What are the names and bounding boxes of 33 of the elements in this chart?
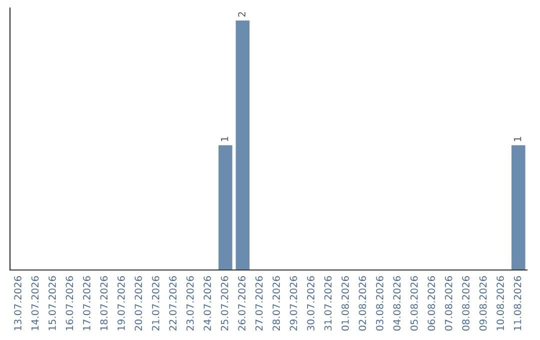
x-tick-label: 21.07.2026 <box>152 276 160 331</box>
x-tick-label: 01.08.2026 <box>342 276 349 331</box>
data-label: 2 <box>238 12 246 17</box>
x-tick-label: 19.07.2026 <box>117 276 125 330</box>
x-tick-label: 30.07.2026 <box>307 276 314 330</box>
x-tick-label: 28.07.2026 <box>272 276 280 331</box>
x-tick-label: 06.08.2026 <box>428 276 436 331</box>
x-tick-label: 13.07.2026 <box>14 276 22 330</box>
x-tick-label: 25.07.2026 <box>220 276 228 331</box>
x-tick-label: 02.08.2026 <box>358 276 366 331</box>
x-tick-label: 16.07.2026 <box>66 276 74 330</box>
x-tick-label: 09.08.2026 <box>479 276 487 331</box>
data-label: 1 <box>514 136 522 142</box>
x-tick-label: 10.08.2026 <box>496 276 504 330</box>
x-tick-label: 22.07.2026 <box>169 276 177 331</box>
x-tick-label: 20.07.2026 <box>134 276 142 331</box>
x-tick-label: 17.07.2026 <box>83 276 90 330</box>
x-tick-label: 31.07.2026 <box>324 276 332 330</box>
x-tick-label: 27.07.2026 <box>255 276 263 331</box>
x-tick-label: 08.08.2026 <box>462 276 470 331</box>
x-tick-label: 15.07.2026 <box>48 276 56 330</box>
x-tick-label: 29.07.2026 <box>290 276 298 331</box>
data-label: 1 <box>221 136 228 142</box>
x-tick-label: 11.08.2026 <box>514 276 522 330</box>
x-tick-label: 23.07.2026 <box>186 276 194 331</box>
x-tick-label: 07.08.2026 <box>444 276 452 331</box>
x-tick-label: 05.08.2026 <box>410 276 418 331</box>
x-tick-label: 03.08.2026 <box>376 276 384 331</box>
x-tick-label: 04.08.2026 <box>393 276 401 331</box>
x-tick-label: 24.07.2026 <box>204 276 212 331</box>
x-tick-label: 18.07.2026 <box>100 276 108 330</box>
x-tick-label: 26.07.2026 <box>238 276 246 331</box>
x-tick-label: 14.07.2026 <box>31 276 39 330</box>
